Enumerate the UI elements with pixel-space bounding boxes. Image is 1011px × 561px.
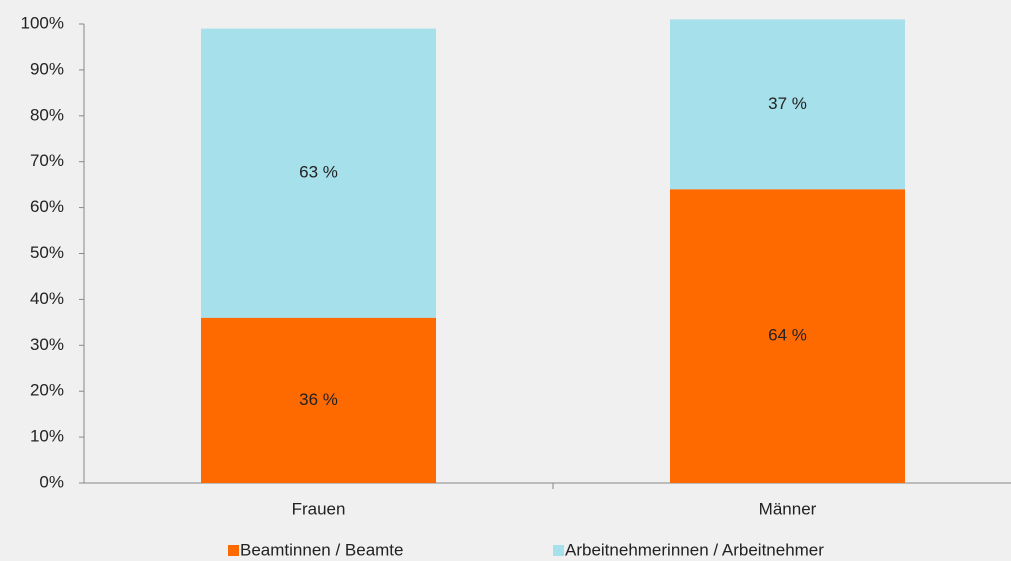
y-tick-label: 40% — [30, 289, 64, 308]
legend-swatch — [553, 545, 564, 556]
y-tick-label: 70% — [30, 151, 64, 170]
y-tick-label: 100% — [21, 13, 64, 32]
bar-segment — [201, 28, 436, 318]
y-tick-label: 20% — [30, 381, 64, 400]
data-label: 64 % — [768, 326, 807, 345]
y-tick-label: 90% — [30, 59, 64, 78]
x-tick-label: Frauen — [292, 499, 346, 518]
bar-segment — [201, 317, 436, 483]
y-tick-label: 30% — [30, 335, 64, 354]
bar-segment — [670, 189, 905, 484]
y-tick-label: 10% — [30, 427, 64, 446]
y-tick-label: 80% — [30, 105, 64, 124]
data-label: 36 % — [299, 390, 338, 409]
data-label: 37 % — [768, 94, 807, 113]
x-tick-label: Männer — [759, 499, 817, 518]
legend-label: Beamtinnen / Beamte — [240, 540, 403, 559]
y-tick-label: 0% — [39, 472, 64, 491]
legend-label: Arbeitnehmerinnen / Arbeitnehmer — [565, 540, 824, 559]
legend-swatch — [228, 545, 239, 556]
bar-segment — [670, 19, 905, 190]
data-label: 63 % — [299, 163, 338, 182]
y-tick-label: 60% — [30, 197, 64, 216]
y-tick-label: 50% — [30, 243, 64, 262]
